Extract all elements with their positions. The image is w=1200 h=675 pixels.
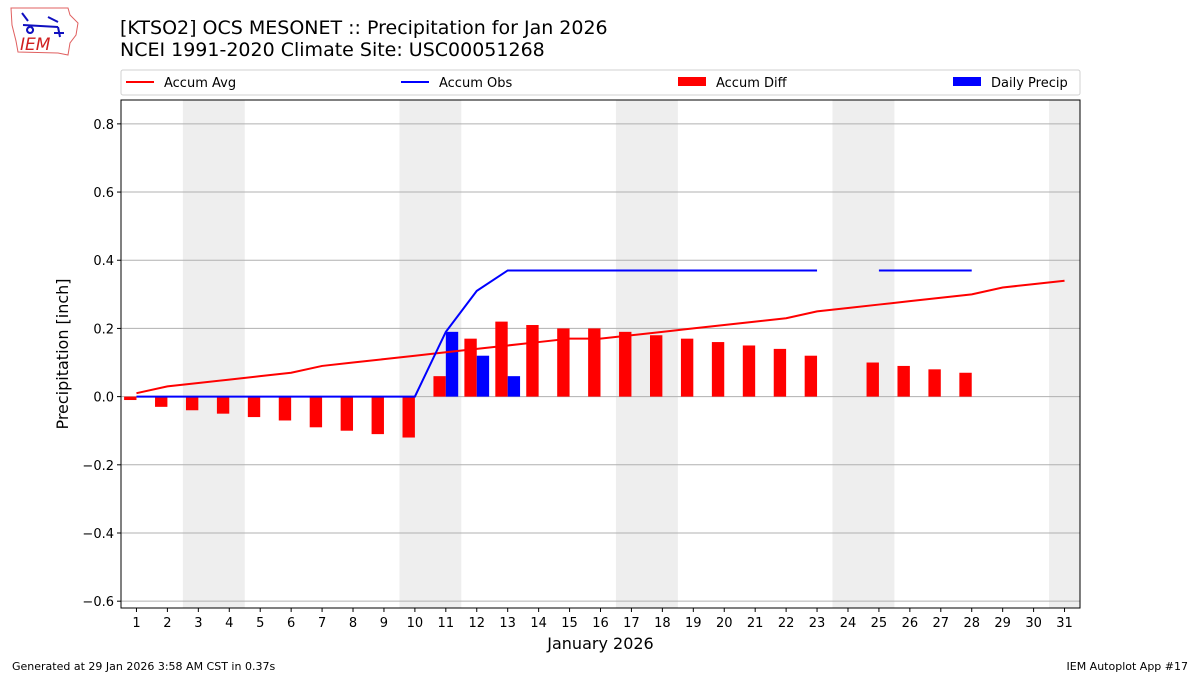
footer-app: IEM Autoplot App #17 — [1066, 660, 1189, 673]
weekend-shade — [832, 100, 895, 608]
weekend-shade — [182, 100, 245, 608]
x-tick-label: 17 — [623, 616, 640, 631]
daily-precip-bar — [445, 331, 459, 397]
legend-label: Accum Obs — [439, 76, 512, 91]
x-tick-label: 15 — [561, 616, 578, 631]
x-tick-label: 3 — [194, 616, 202, 631]
accum-diff-bar — [247, 396, 261, 418]
accum-diff-bar — [155, 396, 168, 407]
x-tick-label: 10 — [407, 616, 424, 631]
accum-diff-bar — [557, 328, 570, 397]
legend-label: Accum Avg — [164, 76, 236, 91]
accum-diff-bar — [309, 396, 323, 428]
daily-precip-bar — [507, 376, 521, 397]
accum-diff-bar — [866, 362, 879, 397]
weekend-shade — [1049, 100, 1080, 608]
legend — [120, 69, 1081, 96]
accum-diff-bar — [588, 328, 601, 397]
x-tick-label: 28 — [963, 616, 980, 631]
x-axis-label: January 2026 — [546, 634, 653, 653]
x-tick-label: 19 — [685, 616, 702, 631]
accum-diff-bar — [959, 372, 972, 397]
accum-diff-bar — [928, 369, 941, 397]
x-tick-label: 25 — [871, 616, 888, 631]
y-tick-label: −0.2 — [82, 459, 114, 474]
x-tick-label: 12 — [468, 616, 485, 631]
x-tick-label: 29 — [994, 616, 1011, 631]
x-tick-label: 21 — [747, 616, 764, 631]
daily-precip-bar — [476, 355, 490, 397]
x-tick-label: 27 — [933, 616, 950, 631]
x-tick-label: 14 — [530, 616, 547, 631]
footer-generated: Generated at 29 Jan 2026 3:58 AM CST in … — [12, 660, 276, 673]
legend-swatch — [953, 77, 981, 86]
x-tick-label: 4 — [225, 616, 233, 631]
logo-text: IEM — [20, 35, 51, 55]
accum-avg-line — [136, 279, 1065, 395]
y-tick-label: −0.6 — [82, 595, 114, 610]
x-tick-label: 9 — [380, 616, 388, 631]
x-tick-label: 26 — [902, 616, 919, 631]
y-tick-label: 0.2 — [93, 322, 114, 337]
x-tick-label: 6 — [287, 616, 295, 631]
y-tick-label: 0.8 — [93, 118, 114, 133]
x-tick-label: 7 — [318, 616, 326, 631]
accum-diff-bar — [804, 355, 818, 397]
x-tick-label: 18 — [654, 616, 671, 631]
accum-diff-bar — [773, 348, 787, 397]
accum-diff-bar — [402, 396, 415, 438]
y-axis-label: Precipitation [inch] — [53, 278, 72, 429]
x-tick-label: 31 — [1056, 616, 1073, 631]
x-tick-label: 23 — [809, 616, 826, 631]
x-tick-label: 22 — [778, 616, 795, 631]
x-tick-label: 8 — [349, 616, 357, 631]
accum-diff-bar — [433, 376, 446, 397]
y-tick-label: 0.6 — [93, 186, 114, 201]
accum-diff-bar — [371, 396, 384, 435]
x-tick-label: 30 — [1025, 616, 1042, 631]
accum-diff-bar — [340, 396, 354, 431]
accum-obs-line — [136, 269, 818, 398]
chart-title: [KTSO2] OCS MESONET :: Precipitation for… — [120, 17, 608, 39]
accum-diff-bar — [278, 396, 292, 421]
x-tick-label: 16 — [592, 616, 609, 631]
accum-diff-bar — [711, 342, 725, 397]
accum-diff-bar — [649, 335, 663, 397]
accum-diff-bar — [680, 338, 694, 397]
accum-diff-bar — [495, 321, 508, 397]
accum-diff-bar — [526, 325, 539, 397]
legend-swatch — [678, 77, 706, 86]
accum-diff-bar — [619, 331, 632, 397]
accum-diff-bar — [464, 338, 477, 397]
x-tick-label: 11 — [438, 616, 455, 631]
y-tick-label: 0.4 — [93, 254, 114, 269]
x-tick-label: 13 — [499, 616, 516, 631]
x-tick-label: 2 — [163, 616, 171, 631]
x-tick-label: 1 — [132, 616, 140, 631]
y-tick-label: −0.4 — [82, 527, 114, 542]
accum-diff-bar — [185, 396, 199, 411]
x-tick-label: 5 — [256, 616, 264, 631]
legend-label: Daily Precip — [991, 76, 1068, 91]
chart-subtitle: NCEI 1991-2020 Climate Site: USC00051268 — [120, 39, 545, 61]
x-tick-label: 20 — [716, 616, 733, 631]
accum-diff-bar — [124, 396, 137, 401]
legend-label: Accum Diff — [716, 76, 788, 91]
accum-diff-bar — [742, 345, 756, 397]
x-tick-label: 24 — [840, 616, 857, 631]
y-tick-label: 0.0 — [93, 391, 114, 406]
iem-logo: IEM — [10, 7, 79, 56]
accum-diff-bar — [897, 365, 910, 397]
accum-diff-bar — [216, 396, 230, 414]
